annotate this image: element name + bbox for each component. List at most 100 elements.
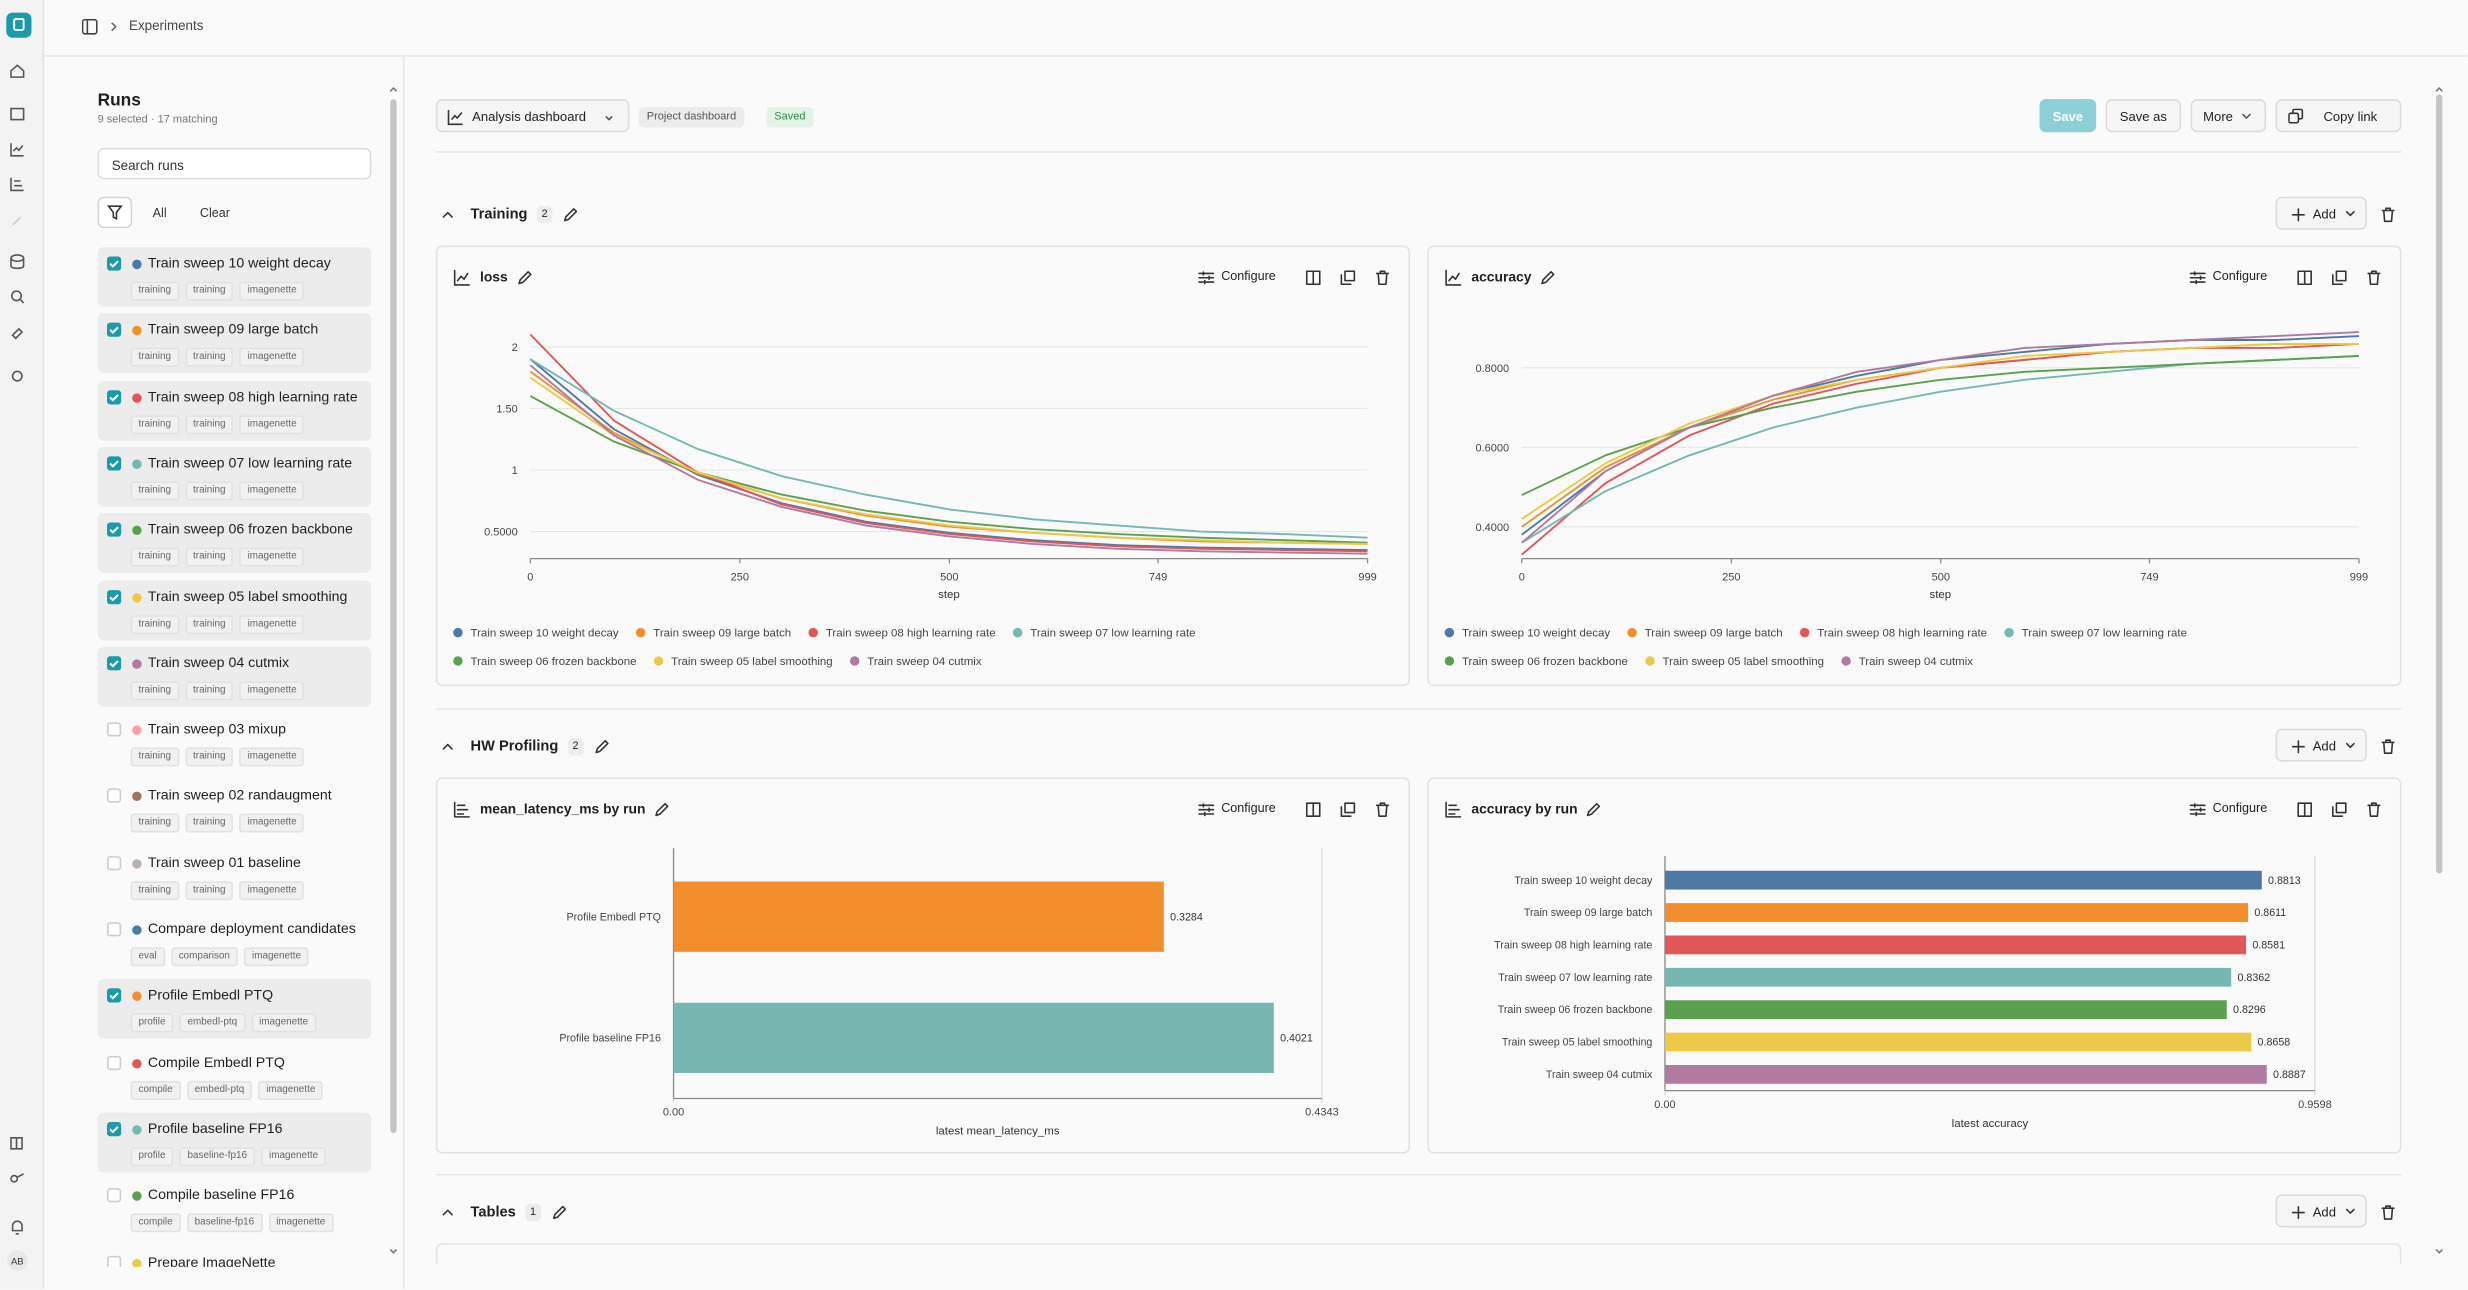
run-item[interactable]: Prepare ImageNettepreparedatasetimagenet… [98, 1246, 372, 1267]
home-icon[interactable] [10, 64, 25, 78]
rename-chart[interactable] [1539, 269, 1556, 286]
delete-chart-glyph [2367, 802, 2381, 817]
delete-chart[interactable] [1374, 801, 1391, 818]
configure-button[interactable]: Configure [2212, 801, 2268, 816]
run-item[interactable]: Profile baseline FP16 profile baseline-fp1… [97, 1112, 372, 1173]
run-tag: baseline-fp16 [186, 1213, 263, 1233]
duplicate-button[interactable] [1339, 269, 1356, 286]
table-icon[interactable] [10, 107, 25, 121]
delete-section[interactable] [2379, 738, 2396, 755]
settings-icon[interactable] [11, 370, 23, 382]
run-checkbox[interactable] [107, 789, 122, 804]
split-button[interactable] [1305, 801, 1322, 818]
run-checkbox[interactable] [107, 922, 122, 937]
delete-chart[interactable] [2365, 801, 2382, 818]
bar [1664, 1032, 2252, 1052]
dashboard-select[interactable]: Analysis dashboard [435, 99, 630, 133]
run-item[interactable]: Train sweep 02 randaugment training traini… [98, 780, 372, 840]
run-item[interactable]: Train sweep 03 mixup training training imag… [98, 713, 372, 773]
run-item[interactable]: Train sweep 01 baseline training training i… [98, 846, 372, 906]
duplicate-button[interactable] [1339, 801, 1356, 818]
configure-button[interactable]: Configure [1221, 269, 1276, 284]
configure-button[interactable]: Configure [2212, 269, 2268, 284]
docs-icon[interactable] [10, 1136, 23, 1150]
rename-chart[interactable] [1585, 801, 1602, 818]
run-item[interactable]: Train sweep 09 large batch training traini… [97, 313, 372, 374]
run-item[interactable]: Train sweep 08 high learning rate trainin… [97, 380, 372, 440]
collapse-toggle[interactable] [439, 738, 456, 755]
run-checkbox[interactable] [107, 722, 122, 737]
collapse-toggle[interactable] [439, 206, 456, 223]
configure-button[interactable]: Configure [1221, 801, 1276, 816]
bars-icon[interactable] [10, 177, 24, 192]
split-button[interactable] [1305, 269, 1322, 286]
main-scrollbar[interactable] [2436, 94, 2443, 874]
rename-chart[interactable] [653, 801, 670, 818]
run-item[interactable]: Compile baseline FP16 compile baseline-fp1… [98, 1179, 372, 1239]
run-checkbox[interactable] [107, 589, 122, 604]
save-as-button[interactable]: Save as [2105, 99, 2182, 133]
duplicate-button[interactable] [2331, 269, 2348, 286]
search-icon[interactable] [11, 290, 23, 302]
run-checkbox[interactable] [107, 1055, 122, 1070]
bell-icon[interactable] [11, 1220, 23, 1235]
legend-swatch [1444, 627, 1455, 638]
filter-clear[interactable]: Clear [199, 206, 230, 221]
runs-scrollbar[interactable] [390, 99, 397, 1134]
run-item[interactable]: Train sweep 07 low learning rate training… [97, 446, 372, 507]
run-checkbox[interactable] [107, 323, 122, 338]
filter-button[interactable] [97, 196, 133, 229]
run-item[interactable]: Train sweep 05 label smoothing training tr… [97, 579, 372, 640]
run-item[interactable]: Train sweep 06 frozen backbone training tr… [97, 513, 372, 574]
x-tick-label: 250 [1722, 572, 1740, 584]
run-checkbox[interactable] [107, 655, 122, 671]
run-tag: training [185, 481, 234, 501]
collapse-toggle[interactable] [439, 1204, 456, 1221]
key-icon[interactable] [10, 1174, 19, 1183]
more-button[interactable]: More [2190, 99, 2267, 133]
run-checkbox[interactable] [107, 988, 122, 1003]
rename-section[interactable] [562, 206, 579, 223]
run-checkbox[interactable] [107, 1121, 122, 1137]
run-checkbox[interactable] [107, 1188, 122, 1203]
run-checkbox[interactable] [107, 855, 122, 870]
run-checkbox[interactable] [107, 389, 122, 404]
run-item[interactable]: Train sweep 04 cutmix training training ima… [97, 646, 372, 707]
rename-section[interactable] [593, 738, 610, 755]
run-checkbox[interactable] [107, 456, 122, 471]
delete-chart-glyph [1375, 802, 1390, 817]
search-runs[interactable]: Search runs [97, 147, 372, 180]
check-mark [109, 1125, 119, 1134]
tool-icon[interactable] [11, 327, 24, 340]
run-tag: imagenette [239, 547, 305, 567]
chart-title: accuracy [1471, 269, 1532, 285]
chart-icon[interactable] [10, 143, 24, 157]
delete-chart[interactable] [2365, 269, 2382, 286]
legend-item: Train sweep 07 low learning rate [1012, 628, 1196, 640]
rename-chart-glyph [517, 271, 531, 285]
duplicate-button[interactable] [2331, 801, 2348, 818]
run-item[interactable]: Compile Embedl PTQ compile embedl-ptq image… [98, 1046, 372, 1106]
legend-label: Train sweep 06 frozen backbone [471, 656, 637, 668]
run-checkbox[interactable] [107, 522, 122, 537]
rename-chart[interactable] [516, 269, 533, 286]
avatar[interactable] [7, 1250, 28, 1271]
run-item[interactable]: Compare deployment candidates eval compari… [98, 913, 372, 973]
run-checkbox[interactable] [107, 1255, 122, 1267]
run-item[interactable]: Profile Embedl PTQ profile embedl-ptq image… [97, 979, 372, 1040]
split-button[interactable] [2296, 269, 2313, 286]
breadcrumb[interactable]: Experiments [129, 17, 204, 34]
sidebar-toggle[interactable] [81, 18, 98, 35]
link-icon[interactable] [12, 216, 22, 226]
y-tick-label: 2 [512, 342, 518, 354]
run-checkbox[interactable] [107, 256, 122, 271]
rename-section[interactable] [550, 1204, 567, 1221]
run-item[interactable]: Train sweep 10 weight decay training train… [97, 247, 372, 307]
delete-section[interactable] [2379, 1204, 2396, 1221]
split-button[interactable] [2296, 801, 2313, 818]
bar [1664, 1064, 2267, 1084]
filter-all[interactable]: All [152, 206, 167, 221]
save-button[interactable]: Save [2039, 99, 2097, 133]
delete-chart[interactable] [1374, 269, 1391, 286]
delete-section[interactable] [2379, 206, 2396, 223]
